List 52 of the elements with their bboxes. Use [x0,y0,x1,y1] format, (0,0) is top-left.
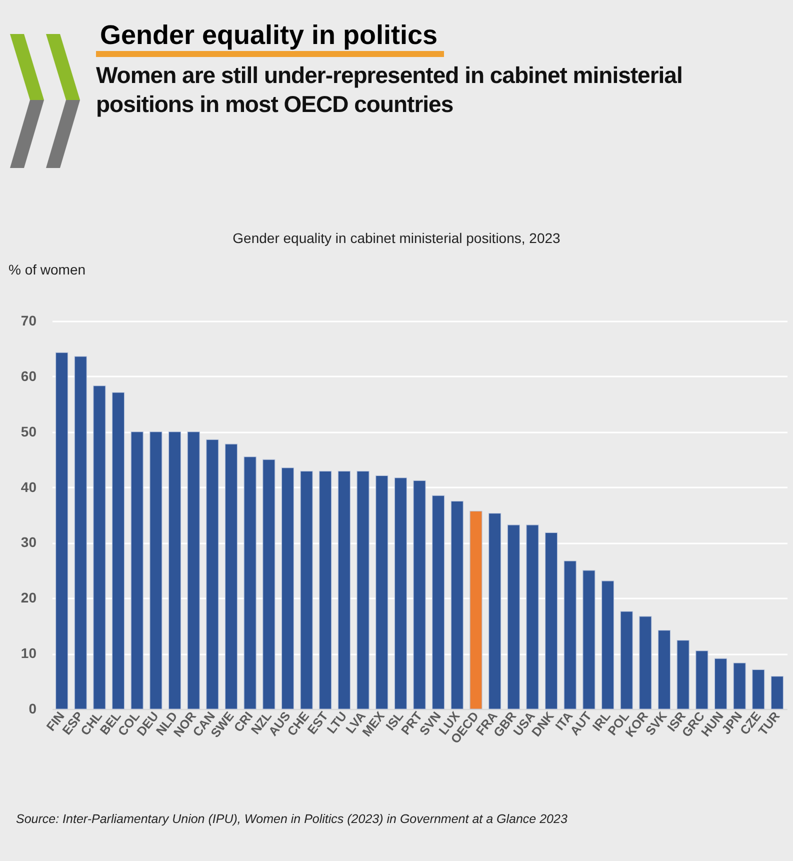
bar [450,500,464,710]
bar [319,470,332,710]
bar [601,580,614,710]
y-tick-label: 60 [20,368,37,384]
bar [93,386,106,710]
bar [112,392,125,710]
bar [130,432,144,710]
bar [507,524,520,710]
bar [356,470,370,710]
bar [74,356,87,710]
bar [376,475,388,710]
bar [206,439,219,710]
bar [432,495,445,710]
y-tick-label: 20 [20,590,37,606]
y-tick-label: 10 [20,645,37,662]
bar [470,510,482,710]
bar [488,513,502,710]
bar [526,524,539,710]
text: Gender equality in cabinet ministerial positions, 2023 [232,230,562,246]
bar [620,611,633,710]
bar [696,650,708,710]
y-tick-label: 0 [28,700,37,716]
bar [564,560,576,710]
bar [544,532,558,710]
bar [394,478,407,710]
y-axis-title: % of women [8,262,86,278]
bar [733,662,746,710]
source-note: Source: Inter-Parliamentary Union (IPU), Women in Politics (2023) in Government at a Glance 2023 [16,812,568,826]
bar [639,616,652,710]
bar [244,456,256,710]
bar [262,459,276,710]
bar [413,480,426,710]
bar [55,352,68,710]
bar [676,640,690,710]
chart-title: Gender equality in politics [96,20,444,58]
y-tick-label: 50 [20,423,37,440]
bar [658,630,671,710]
bar [770,676,784,710]
bar [582,570,596,710]
bar [168,432,182,710]
bar [300,470,313,710]
bar [281,468,294,710]
bar [714,658,728,710]
y-tick-label: 30 [20,534,37,550]
bar [150,432,162,710]
chart-subtitle: Women are still under-represented in cabinet ministerial positions in most OECD countries [96,61,684,119]
bar [187,432,200,710]
bar [752,669,765,710]
bar [224,444,238,710]
y-tick-label: 70 [20,312,37,328]
y-tick-label: 40 [20,478,37,495]
bar [338,470,351,710]
